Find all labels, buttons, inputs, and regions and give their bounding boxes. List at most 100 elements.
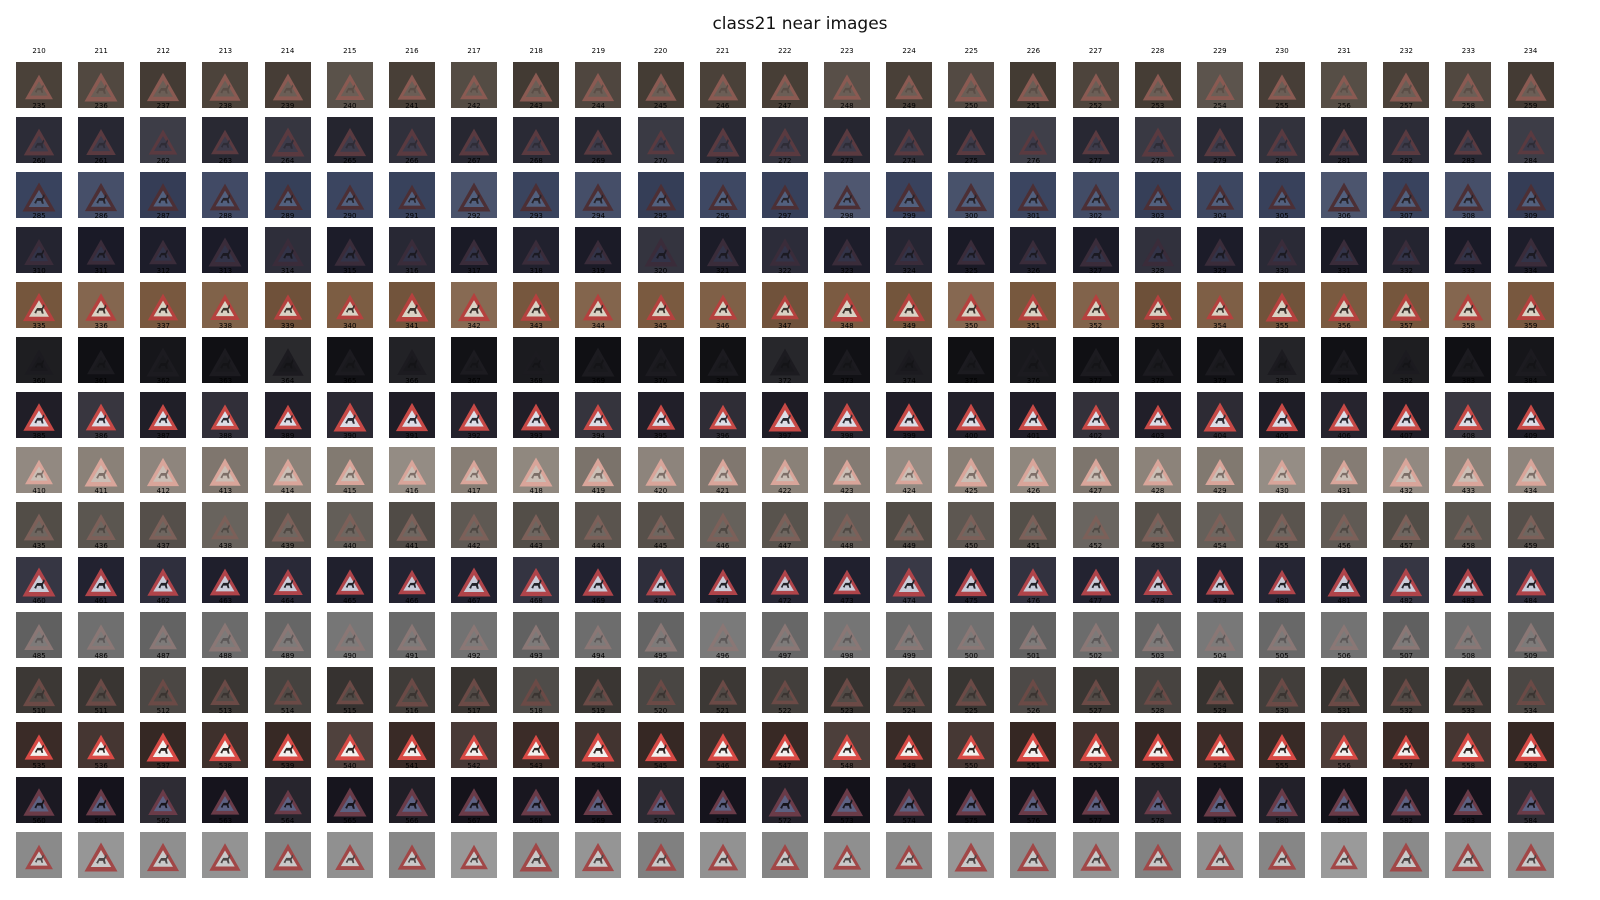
thumbnail-cell [388,667,435,713]
thumbnail-index-label: 562 [156,817,170,825]
thumbnail-index-label: 269 [591,157,606,165]
thumbnail-cell [948,337,995,383]
thumbnail-cell [1321,282,1368,328]
thumbnail-index-label: 226 [1026,47,1041,55]
thumbnail-cell [948,62,995,108]
thumbnail-index-label: 484 [1523,597,1538,605]
thumbnail-cell [140,832,187,878]
triangle-warning-sign-deer-icon [140,337,187,383]
thumbnail-cell [1507,227,1554,273]
thumbnail-index-label: 509 [1523,652,1538,660]
thumbnail-cell [1196,117,1243,163]
thumbnail-image [886,557,933,603]
thumbnail-image [451,117,498,163]
thumbnail-cell [1321,62,1368,108]
triangle-warning-sign-deer-icon [1321,282,1368,328]
thumbnail-cell [637,612,684,658]
thumbnail-image [823,117,870,163]
triangle-warning-sign-deer-icon [264,612,311,658]
thumbnail-image [451,282,498,328]
triangle-warning-sign-deer-icon [326,62,373,108]
thumbnail-image [388,62,435,108]
thumbnail-index-label: 351 [1026,322,1041,330]
triangle-warning-sign-deer-icon [513,117,560,163]
thumbnail-cell [451,557,498,603]
triangle-warning-sign-deer-icon [264,392,311,438]
thumbnail-cell [1259,227,1305,273]
thumbnail-image [264,502,311,548]
thumbnail-image [1507,667,1554,713]
thumbnail-cell [1072,282,1119,328]
thumbnail-image [1507,62,1554,108]
thumbnail-index-label: 340 [343,322,357,330]
thumbnail-index-label: 308 [1461,212,1476,220]
thumbnail-index-label: 560 [32,817,46,825]
thumbnail-cell [1383,667,1430,713]
thumbnail-index-label: 277 [1088,157,1103,165]
thumbnail-index-label: 328 [1151,267,1165,275]
triangle-warning-sign-deer-icon [761,722,808,768]
thumbnail-image [1383,227,1430,273]
thumbnail-index-label: 368 [529,377,543,385]
thumbnail-index-label: 425 [964,487,978,495]
thumbnail-cell [16,832,62,878]
thumbnail-image [326,392,373,438]
triangle-warning-sign-deer-icon [78,392,125,438]
thumbnail-cell [1507,777,1554,823]
thumbnail-index-label: 470 [653,597,668,605]
triangle-warning-sign-deer-icon [1134,777,1181,823]
triangle-warning-sign-deer-icon [1507,557,1554,603]
thumbnail-image [575,447,622,493]
triangle-warning-sign-deer-icon [202,612,249,658]
thumbnail-image [1321,722,1368,768]
thumbnail-image [761,777,808,823]
thumbnail-image [451,227,498,273]
triangle-warning-sign-deer-icon [1383,117,1430,163]
thumbnail-index-label: 287 [156,212,170,220]
thumbnail-cell [140,722,187,768]
triangle-warning-sign-deer-icon [575,227,622,273]
thumbnail-index-label: 514 [280,707,295,715]
triangle-warning-sign-deer-icon [1507,172,1554,218]
thumbnail-cell [1010,612,1057,658]
triangle-warning-sign-deer-icon [388,447,435,493]
thumbnail-cell [575,282,622,328]
thumbnail-cell [1383,722,1430,768]
thumbnail-cell [140,282,187,328]
triangle-warning-sign-deer-icon [886,832,933,878]
thumbnail-index-label: 515 [343,707,357,715]
thumbnail-index-label: 261 [94,157,108,165]
thumbnail-cell [699,557,746,603]
thumbnail-index-label: 517 [467,707,481,715]
thumbnail-image [948,282,995,328]
thumbnail-image [1196,447,1243,493]
triangle-warning-sign-deer-icon [761,282,808,328]
thumbnail-image [1445,62,1492,108]
thumbnail-index-label: 575 [964,817,978,825]
triangle-warning-sign-deer-icon [886,172,933,218]
triangle-warning-sign-deer-icon [1507,832,1554,878]
thumbnail-cell [78,392,125,438]
thumbnail-index-label: 390 [343,432,357,440]
thumbnail-image [1259,282,1305,328]
thumbnail-index-label: 444 [591,542,606,550]
thumbnail-cell [699,612,746,658]
thumbnail-cell [388,502,435,548]
thumbnail-index-label: 407 [1399,432,1413,440]
thumbnail-image [264,832,311,878]
thumbnail-cell [140,557,187,603]
thumbnail-image [513,227,560,273]
thumbnail-image [451,502,498,548]
thumbnail-cell [948,502,995,548]
thumbnail-image [699,722,746,768]
triangle-warning-sign-deer-icon [1383,392,1430,438]
thumbnail-image [761,172,808,218]
thumbnail-index-label: 367 [467,377,481,385]
thumbnail-index-label: 558 [1461,762,1476,770]
thumbnail-image [388,117,435,163]
thumbnail-index-label: 476 [1026,597,1041,605]
thumbnail-index-label: 391 [405,432,419,440]
triangle-warning-sign-deer-icon [1072,62,1119,108]
thumbnail-cell [1196,667,1243,713]
